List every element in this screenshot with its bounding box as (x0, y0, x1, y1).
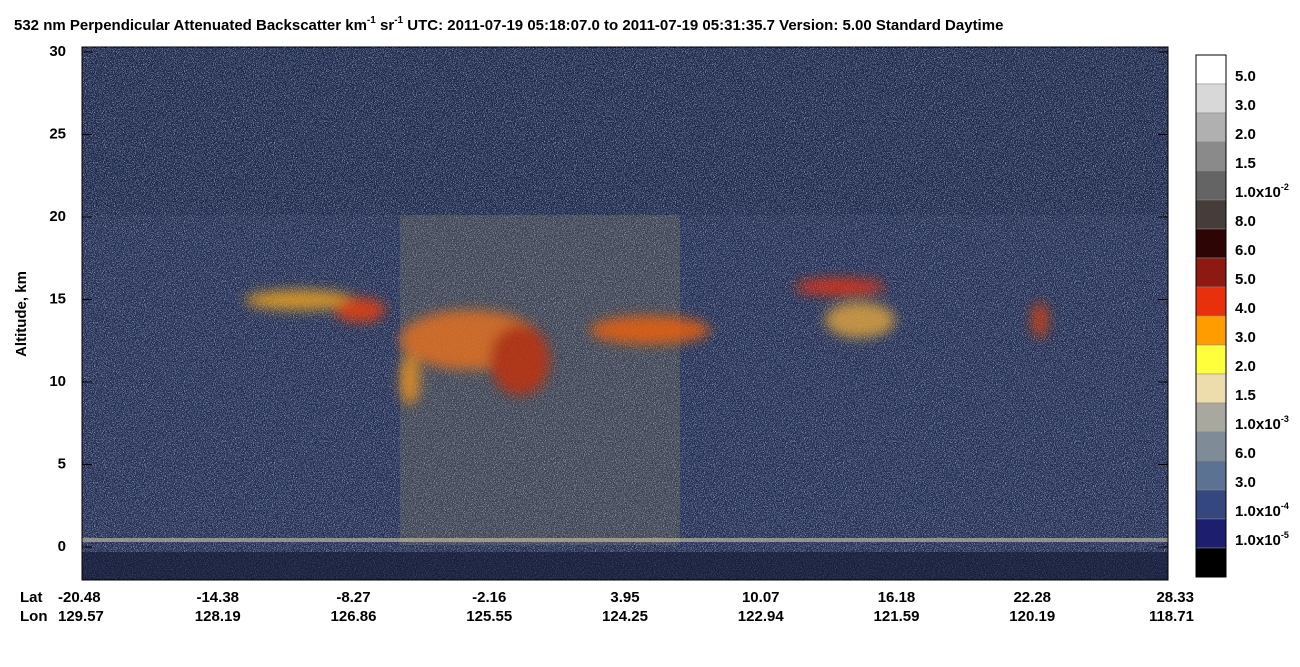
x-tick-label: 122.94 (738, 608, 785, 625)
x-tick-label: 22.28 (1013, 589, 1051, 606)
x-tick-label: 120.19 (1009, 608, 1055, 625)
colorbar-label: 2.0 (1235, 126, 1256, 143)
colorbar-label-text: 6.0 (1235, 242, 1256, 259)
colorbar-frame (1195, 54, 1227, 578)
colorbar-swatch (1195, 286, 1227, 317)
colorbar-label-text: 1.5 (1235, 387, 1256, 404)
colorbar-swatch (1195, 373, 1227, 404)
colorbar-label: 3.0 (1235, 329, 1256, 346)
colorbar-label-text: 6.0 (1235, 445, 1256, 462)
colorbar-label-exponent: -4 (1281, 501, 1289, 511)
colorbar-label: 3.0 (1235, 474, 1256, 491)
colorbar-label-text: 1.0x10 (1235, 532, 1281, 549)
x-tick-label: 121.59 (874, 608, 920, 625)
colorbar-swatch (1195, 83, 1227, 114)
colorbar-label: 4.0 (1235, 300, 1256, 317)
colorbar-swatch (1195, 141, 1227, 172)
colorbar-swatch (1195, 199, 1227, 230)
colorbar-label-text: 1.5 (1235, 155, 1256, 172)
title-superscript: -1 (367, 15, 376, 26)
colorbar-label: 5.0 (1235, 68, 1256, 85)
title-part: UTC: 2011-07-19 05:18:07.0 to 2011-07-19… (403, 17, 1003, 34)
colorbar-label-text: 2.0 (1235, 126, 1256, 143)
colorbar-label: 3.0 (1235, 97, 1256, 114)
colorbar-label: 1.0x10-5 (1235, 530, 1289, 549)
colorbar-label-text: 3.0 (1235, 474, 1256, 491)
colorbar-swatch (1195, 518, 1227, 549)
colorbar-label: 1.5 (1235, 387, 1256, 404)
x-tick-label: 3.95 (610, 589, 639, 606)
x-tick-label: 128.19 (195, 608, 241, 625)
y-tick-label: 5 (58, 455, 66, 472)
colorbar-swatch (1195, 112, 1227, 143)
y-tick-label: 0 (58, 538, 66, 555)
y-tick-label: 10 (49, 373, 66, 390)
x-tick-label: -14.38 (196, 589, 239, 606)
colorbar-label: 1.5 (1235, 155, 1256, 172)
colorbar-label: 6.0 (1235, 445, 1256, 462)
colorbar-label-exponent: -3 (1281, 414, 1289, 424)
colorbar-swatch (1195, 344, 1227, 375)
colorbar-label: 1.0x10-4 (1235, 501, 1289, 520)
y-tick-label: 30 (49, 43, 66, 60)
colorbar-label-text: 5.0 (1235, 68, 1256, 85)
colorbar-label-text: 3.0 (1235, 329, 1256, 346)
colorbar-label: 1.0x10-3 (1235, 414, 1289, 433)
colorbar-label: 6.0 (1235, 242, 1256, 259)
colorbar-label-text: 5.0 (1235, 271, 1256, 288)
x-tick-label: 28.33 (1156, 589, 1194, 606)
y-axis-label: Altitude, km (13, 271, 30, 357)
colorbar-swatch (1195, 489, 1227, 520)
colorbar-label-text: 1.0x10 (1235, 416, 1281, 433)
plot-background (82, 47, 1168, 580)
colorbar-swatch (1195, 315, 1227, 346)
title-superscript: -1 (394, 15, 403, 26)
colorbar-label-exponent: -5 (1281, 530, 1289, 540)
x-tick-label: 118.71 (1149, 608, 1194, 625)
x-row-label: Lat (20, 589, 43, 606)
colorbar-swatch (1195, 257, 1227, 288)
colorbar-label: 1.0x10-2 (1235, 182, 1289, 201)
colorbar-swatch (1195, 431, 1227, 462)
colorbar-label-text: 4.0 (1235, 300, 1256, 317)
x-tick-label: 126.86 (331, 608, 377, 625)
colorbar-swatch (1195, 547, 1227, 578)
colorbar-swatch (1195, 460, 1227, 491)
plot-frame (81, 46, 1169, 581)
colorbar-label-text: 3.0 (1235, 97, 1256, 114)
x-tick-label: 129.57 (58, 608, 104, 625)
colorbar-label-text: 8.0 (1235, 213, 1256, 230)
colorbar-label-text: 1.0x10 (1235, 184, 1281, 201)
x-row-label: Lon (20, 608, 48, 625)
colorbar-label: 8.0 (1235, 213, 1256, 230)
title-part: sr (376, 17, 395, 34)
colorbar-label: 2.0 (1235, 358, 1256, 375)
y-tick-label: 15 (49, 290, 66, 307)
y-tick-label: 25 (49, 125, 66, 142)
colorbar-swatch (1195, 54, 1227, 85)
title-part: 532 nm Perpendicular Attenuated Backscat… (14, 17, 367, 34)
x-tick-label: 124.25 (602, 608, 648, 625)
colorbar-label-exponent: -2 (1281, 182, 1289, 192)
chart-title: 532 nm Perpendicular Attenuated Backscat… (14, 15, 1003, 34)
x-tick-label: -2.16 (472, 589, 506, 606)
colorbar-swatch (1195, 170, 1227, 201)
x-tick-label: 16.18 (878, 589, 916, 606)
colorbar-swatch (1195, 228, 1227, 259)
y-tick-label: 20 (49, 208, 66, 225)
colorbar-label-text: 2.0 (1235, 358, 1256, 375)
x-tick-label: -8.27 (336, 589, 370, 606)
x-tick-label: -20.48 (58, 589, 101, 606)
x-tick-label: 10.07 (742, 589, 780, 606)
colorbar-label: 5.0 (1235, 271, 1256, 288)
x-tick-label: 125.55 (466, 608, 512, 625)
colorbar-swatch (1195, 402, 1227, 433)
colorbar-label-text: 1.0x10 (1235, 503, 1281, 520)
